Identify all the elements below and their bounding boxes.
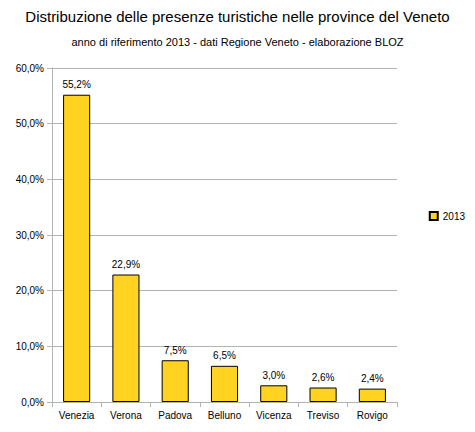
svg-text:Rovigo: Rovigo <box>357 410 389 421</box>
svg-text:2,6%: 2,6% <box>312 372 335 383</box>
svg-text:40,0%: 40,0% <box>16 174 44 185</box>
svg-text:2013: 2013 <box>443 211 466 222</box>
svg-text:50,0%: 50,0% <box>16 118 44 129</box>
svg-text:30,0%: 30,0% <box>16 230 44 241</box>
svg-text:10,0%: 10,0% <box>16 341 44 352</box>
svg-text:Padova: Padova <box>158 410 192 421</box>
svg-text:7,5%: 7,5% <box>164 345 187 356</box>
svg-text:Treviso: Treviso <box>307 410 340 421</box>
svg-text:anno di riferimento 2013 - dat: anno di riferimento 2013 - dati Regione … <box>71 36 403 48</box>
svg-text:2,4%: 2,4% <box>361 373 384 384</box>
svg-text:Verona: Verona <box>110 410 142 421</box>
svg-text:Venezia: Venezia <box>59 410 95 421</box>
svg-text:Vicenza: Vicenza <box>256 410 292 421</box>
svg-text:Belluno: Belluno <box>208 410 242 421</box>
svg-text:20,0%: 20,0% <box>16 285 44 296</box>
svg-text:Distribuzione delle presenze t: Distribuzione delle presenze turistiche … <box>25 8 449 25</box>
svg-text:22,9%: 22,9% <box>112 259 140 270</box>
svg-text:0,0%: 0,0% <box>21 397 44 408</box>
svg-text:3,0%: 3,0% <box>262 370 285 381</box>
svg-text:55,2%: 55,2% <box>62 79 90 90</box>
svg-text:6,5%: 6,5% <box>213 350 236 361</box>
svg-text:60,0%: 60,0% <box>16 63 44 74</box>
